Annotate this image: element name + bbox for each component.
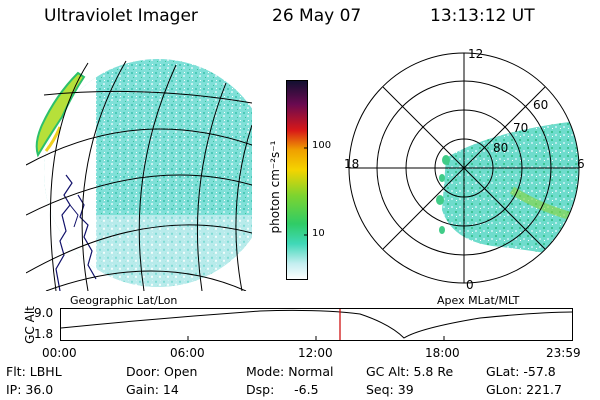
door-info: Door: Open <box>126 364 198 379</box>
left-map-label: Geographic Lat/Lon <box>70 294 178 307</box>
xtick-1200: 12:00 <box>298 346 333 360</box>
glon-info: GLon: 221.7 <box>486 382 562 397</box>
mode-info: Mode: Normal <box>246 364 334 379</box>
ip-info: IP: 36.0 <box>6 382 54 397</box>
mlt-label-0: 0 <box>466 278 474 292</box>
right-map-label: Apex MLat/MLT <box>437 294 520 307</box>
xtick-1800: 18:00 <box>425 346 460 360</box>
mlt-label-12: 12 <box>468 47 484 61</box>
gain-info: Gain: 14 <box>126 382 179 397</box>
xtick-0600: 06:00 <box>170 346 205 360</box>
colorbar-tick-10: 10 <box>312 228 325 239</box>
geographic-image <box>26 59 252 291</box>
glat-info: GLat: -57.8 <box>486 364 556 379</box>
mlat-label-70: 70 <box>513 121 529 135</box>
seq-info: Seq: 39 <box>366 382 414 397</box>
xtick-2359: 23:59 <box>546 346 581 360</box>
mlat-label-80: 80 <box>493 141 509 155</box>
date-label: 26 May 07 <box>272 6 362 26</box>
filter-info: Flt: LBHL <box>6 364 62 379</box>
instrument-title: Ultraviolet Imager <box>44 6 198 26</box>
mlt-label-6: 6 <box>577 157 585 171</box>
time-label: 13:13:12 UT <box>430 6 535 26</box>
xtick-0000: 00:00 <box>42 346 77 360</box>
mlt-label-18: 18 <box>344 157 360 171</box>
colorbar-label: photon cm⁻²s⁻¹ <box>268 140 282 234</box>
dsp-info: Dsp: -6.5 <box>246 382 319 397</box>
altitude-ytick-high: 9.0 <box>34 306 54 320</box>
altitude-ytick-low: 1.8 <box>34 327 54 341</box>
colorbar-tick-100: 100 <box>312 140 332 151</box>
polar-mlat-mlt-plot <box>348 52 580 284</box>
altitude-plot <box>60 308 573 341</box>
mlat-label-60: 60 <box>533 98 549 112</box>
color-scale-bar <box>286 80 308 280</box>
gc-alt-info: GC Alt: 5.8 Re <box>366 364 454 379</box>
